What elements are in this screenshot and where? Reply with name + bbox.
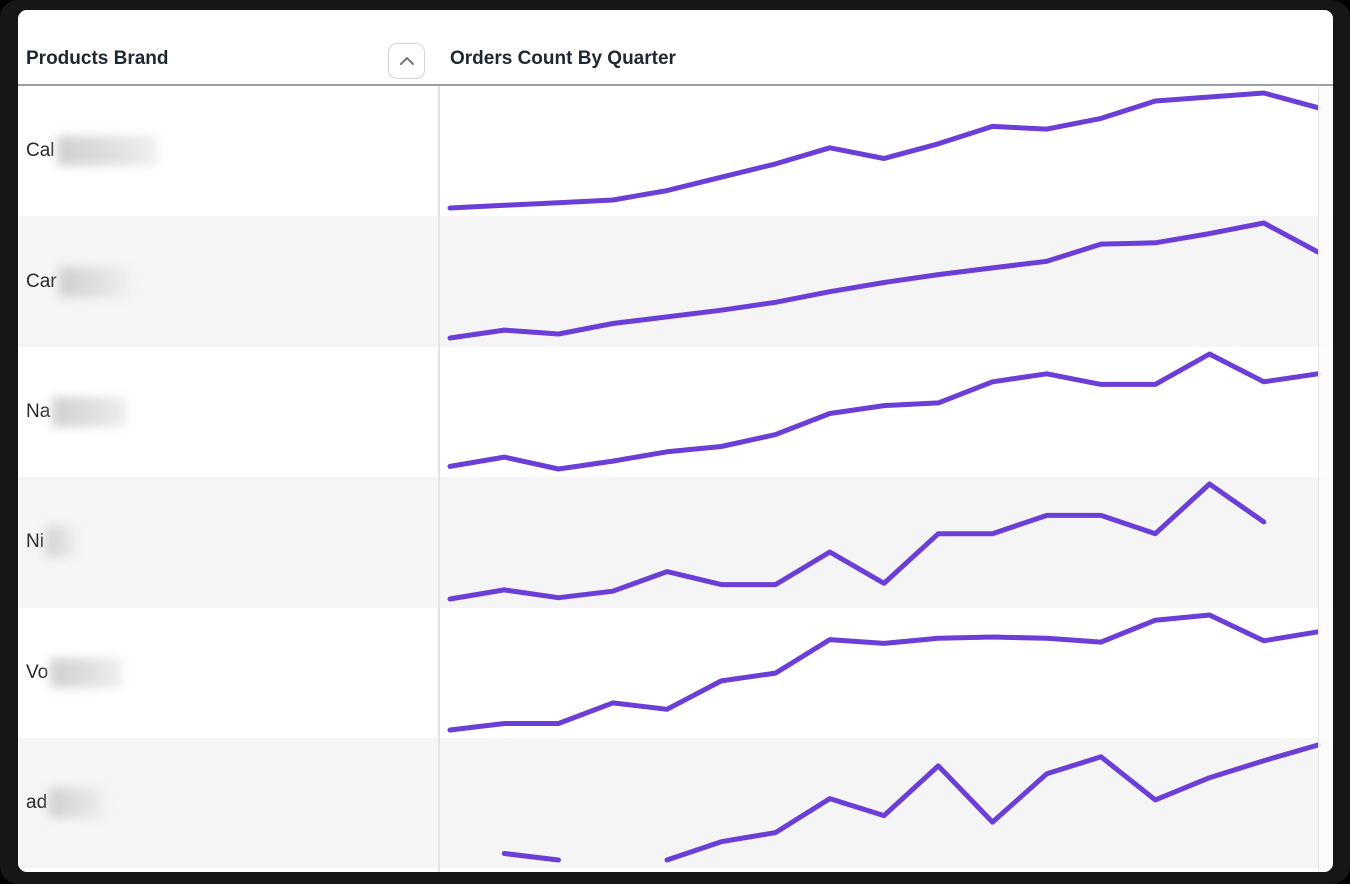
sparkline-segment xyxy=(447,481,1267,602)
sparkline-segment xyxy=(447,612,1321,733)
redacted-brand-name xyxy=(50,657,123,688)
table-row: Vo xyxy=(18,608,1333,738)
brand-cell: Na xyxy=(18,347,438,477)
sparkline-cell xyxy=(438,738,1333,868)
table-row: ad xyxy=(18,737,1333,869)
table-row: Car xyxy=(18,216,1333,347)
column-header-products-brand[interactable]: Products Brand xyxy=(18,10,438,86)
sparkline-segment xyxy=(447,90,1321,211)
redacted-brand-name xyxy=(45,527,76,558)
sparkline-chart[interactable] xyxy=(447,347,1321,477)
scrollbar-track[interactable] xyxy=(1318,10,1333,872)
redacted-brand-name xyxy=(52,396,128,427)
sparkline-chart[interactable] xyxy=(447,608,1321,738)
brand-text: Cal xyxy=(26,140,55,162)
sparkline-chart[interactable] xyxy=(447,86,1321,216)
brand-cell: Vo xyxy=(18,608,438,738)
sparkline-cell xyxy=(438,347,1333,477)
brand-cell: Ni xyxy=(18,477,438,607)
sort-button[interactable] xyxy=(388,43,425,79)
sparkline-segment xyxy=(664,742,1321,863)
sparkline-segment xyxy=(447,220,1321,341)
table-row: Ni xyxy=(18,477,1333,608)
table-row: Cal xyxy=(18,86,1333,216)
chevron-up-icon xyxy=(399,57,414,65)
table-header: Products Brand Orders Count By Quarter xyxy=(18,10,1333,86)
column-divider xyxy=(438,10,440,872)
table-panel: Products Brand Orders Count By Quarter C… xyxy=(18,10,1333,872)
table-row: Na xyxy=(18,347,1333,477)
brand-text: Na xyxy=(26,400,51,422)
brand-text: Car xyxy=(26,270,57,292)
column-header-label: Orders Count By Quarter xyxy=(450,48,676,69)
sparkline-cell xyxy=(438,477,1333,607)
brand-text: ad xyxy=(26,792,48,814)
table-body: Cal Car Na Ni Vo ad xyxy=(18,86,1333,872)
redacted-brand-name xyxy=(58,266,129,297)
sparkline-cell xyxy=(438,216,1333,346)
redacted-brand-name xyxy=(49,788,106,819)
sparkline-segment xyxy=(501,850,561,863)
sparkline-cell xyxy=(438,86,1333,216)
brand-cell: Cal xyxy=(18,86,438,216)
sparkline-chart[interactable] xyxy=(450,738,1321,868)
column-header-label: Products Brand xyxy=(26,48,169,69)
sparkline-chart[interactable] xyxy=(447,477,1318,607)
brand-text: Vo xyxy=(26,661,49,683)
column-header-orders-count[interactable]: Orders Count By Quarter xyxy=(438,10,1333,86)
sparkline-segment xyxy=(447,351,1321,472)
brand-cell: Car xyxy=(18,216,438,346)
sparkline-chart[interactable] xyxy=(447,216,1321,346)
sparkline-cell xyxy=(438,608,1333,738)
brand-text: Ni xyxy=(26,531,44,553)
redacted-brand-name xyxy=(56,136,157,167)
brand-cell: ad xyxy=(18,738,438,868)
